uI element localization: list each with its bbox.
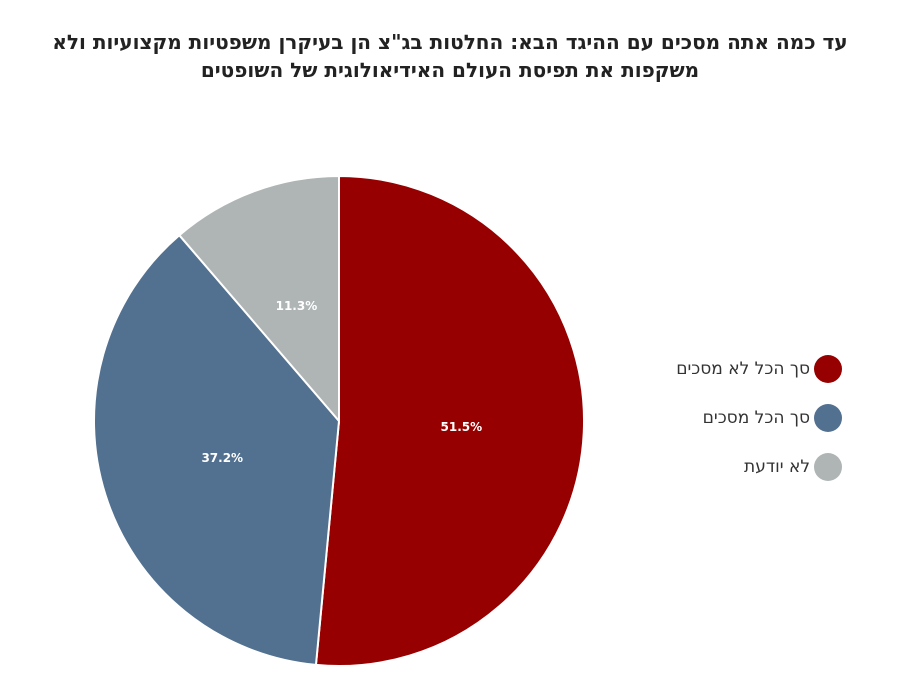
legend-item-disagree[interactable]: סך הכל לא מסכים (600, 352, 850, 386)
slice-label-agree: 37.2% (201, 451, 243, 465)
legend-item-agree[interactable]: סך הכל מסכים (600, 401, 850, 435)
legend-label-disagree: סך הכל לא מסכים (676, 359, 810, 379)
slice-dont-know[interactable] (177, 174, 340, 424)
slice-agree[interactable] (93, 233, 341, 667)
slice-label-disagree: 51.5% (441, 420, 483, 434)
chart-legend: סך הכל לא מסכים סך הכל מסכים לא יודעת (600, 352, 850, 499)
legend-swatch-disagree (814, 355, 842, 383)
legend-item-dont-know[interactable]: לא יודעת (600, 450, 850, 484)
slice-disagree[interactable] (314, 174, 585, 667)
chart-title-line-2: משקפות את תפיסת העולם האידיאולוגית של הש… (200, 58, 700, 82)
chart-title-line-1: עד כמה אתה מסכים עם ההיגד הבא: החלטות בג… (52, 30, 848, 54)
legend-swatch-dont-know (814, 453, 842, 481)
legend-label-agree: סך הכל מסכים (702, 408, 810, 428)
chart-title: עד כמה אתה מסכים עם ההיגד הבא: החלטות בג… (20, 28, 880, 84)
slice-label-dont-know: 11.3% (276, 299, 318, 313)
legend-label-dont-know: לא יודעת (744, 457, 810, 477)
legend-swatch-agree (814, 404, 842, 432)
